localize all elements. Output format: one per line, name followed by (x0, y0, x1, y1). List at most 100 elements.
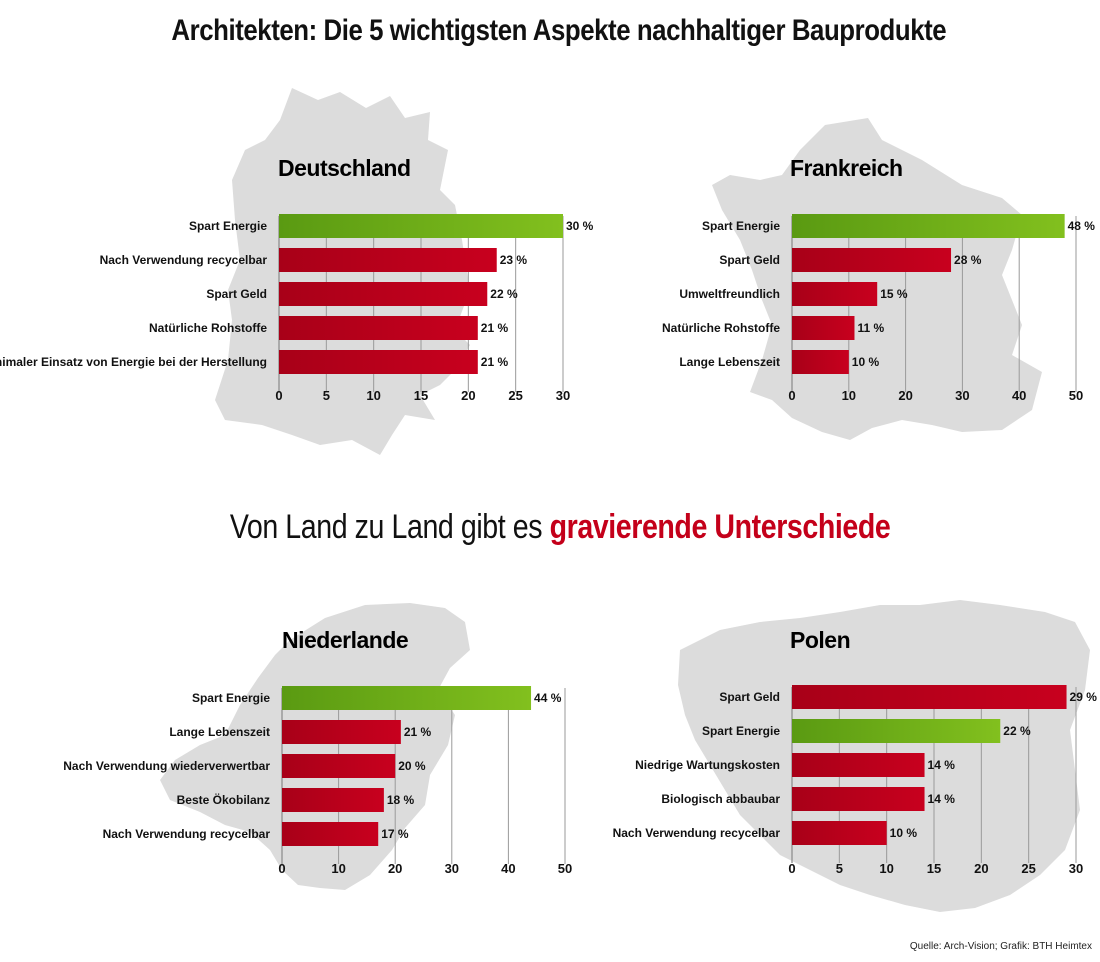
bar-niederlande-5 (282, 822, 379, 846)
bar-polen-3 (792, 753, 925, 777)
tick-label: 0 (275, 388, 282, 403)
tick-label: 50 (558, 861, 572, 876)
tick-label: 30 (1069, 861, 1083, 876)
value-label: 18 % (387, 793, 415, 807)
category-label: Spart Geld (719, 253, 780, 267)
value-label: 20 % (398, 759, 426, 773)
panel-title-niederlande: Niederlande (282, 627, 408, 653)
bar-niederlande-1 (282, 686, 532, 710)
tick-label: 0 (788, 388, 795, 403)
value-label: 23 % (500, 253, 528, 267)
tick-label: 15 (414, 388, 428, 403)
category-label: Biologisch abbaubar (661, 792, 780, 806)
category-label: Minimaler Einsatz von Energie bei der He… (0, 355, 267, 369)
value-label: 14 % (928, 792, 956, 806)
panel-title-polen: Polen (790, 627, 850, 653)
map-netherlands-shape (160, 603, 470, 890)
value-label: 44 % (534, 691, 562, 705)
tick-label: 5 (323, 388, 330, 403)
bar-deutschland-4 (279, 316, 478, 340)
bar-polen-5 (792, 821, 887, 845)
tick-label: 20 (388, 861, 402, 876)
tick-label: 20 (461, 388, 475, 403)
bar-deutschland-2 (279, 248, 497, 272)
tick-label: 25 (1021, 861, 1035, 876)
value-label: 10 % (852, 355, 880, 369)
category-label: Nach Verwendung recycelbar (100, 253, 268, 267)
tick-label: 30 (955, 388, 969, 403)
category-label: Niedrige Wartungskosten (635, 758, 780, 772)
category-label: Spart Energie (702, 724, 780, 738)
value-label: 29 % (1070, 690, 1098, 704)
tick-label: 30 (556, 388, 570, 403)
value-label: 21 % (404, 725, 432, 739)
bar-deutschland-1 (279, 214, 563, 238)
value-label: 48 % (1068, 219, 1096, 233)
source-note: Quelle: Arch-Vision; Grafik: BTH Heimtex (909, 941, 1092, 952)
tick-label: 40 (501, 861, 515, 876)
bar-niederlande-3 (282, 754, 396, 778)
category-label: Spart Geld (206, 287, 267, 301)
value-label: 21 % (481, 321, 509, 335)
bar-niederlande-4 (282, 788, 384, 812)
tick-label: 10 (842, 388, 856, 403)
tick-label: 0 (788, 861, 795, 876)
category-label: Nach Verwendung recycelbar (103, 827, 271, 841)
tick-label: 50 (1069, 388, 1083, 403)
value-label: 15 % (880, 287, 908, 301)
tick-label: 20 (974, 861, 988, 876)
tick-label: 10 (331, 861, 345, 876)
tick-label: 25 (508, 388, 522, 403)
tick-label: 20 (898, 388, 912, 403)
bar-frankreich-3 (792, 282, 878, 306)
category-label: Umweltfreundlich (679, 287, 780, 301)
tick-label: 15 (927, 861, 941, 876)
value-label: 10 % (890, 826, 918, 840)
subtitle: Von Land zu Land gibt es gravierende Unt… (98, 508, 1022, 547)
bar-frankreich-2 (792, 248, 952, 272)
tick-label: 5 (836, 861, 843, 876)
value-label: 21 % (481, 355, 509, 369)
category-label: Lange Lebenszeit (679, 355, 780, 369)
value-label: 28 % (954, 253, 982, 267)
value-label: 22 % (490, 287, 518, 301)
panel-title-frankreich: Frankreich (790, 155, 903, 181)
bar-polen-2 (792, 719, 1001, 743)
value-label: 22 % (1003, 724, 1031, 738)
bar-deutschland-5 (279, 350, 478, 374)
category-label: Nach Verwendung wiederverwertbar (63, 759, 270, 773)
value-label: 11 % (857, 321, 884, 335)
value-label: 17 % (381, 827, 409, 841)
category-label: Spart Energie (192, 691, 270, 705)
tick-label: 10 (366, 388, 380, 403)
category-label: Natürliche Rohstoffe (662, 321, 780, 335)
bar-frankreich-1 (792, 214, 1065, 238)
category-label: Spart Geld (719, 690, 780, 704)
subtitle-highlight: gravierende Unterschiede (549, 508, 891, 546)
bar-polen-4 (792, 787, 925, 811)
bar-frankreich-5 (792, 350, 849, 374)
tick-label: 40 (1012, 388, 1026, 403)
bar-frankreich-4 (792, 316, 855, 340)
category-label: Spart Energie (702, 219, 780, 233)
category-label: Lange Lebenszeit (169, 725, 270, 739)
tick-label: 30 (445, 861, 459, 876)
subtitle-normal: Von Land zu Land gibt es (229, 508, 550, 546)
tick-label: 0 (278, 861, 285, 876)
tick-label: 10 (879, 861, 893, 876)
category-label: Natürliche Rohstoffe (149, 321, 267, 335)
value-label: 14 % (928, 758, 956, 772)
bar-deutschland-3 (279, 282, 488, 306)
infographic-title: Architekten: Die 5 wichtigsten Aspekte n… (171, 14, 947, 47)
bar-niederlande-2 (282, 720, 401, 744)
panel-title-deutschland: Deutschland (278, 155, 411, 181)
category-label: Beste Ökobilanz (177, 792, 270, 807)
category-label: Spart Energie (189, 219, 267, 233)
bar-polen-1 (792, 685, 1067, 709)
value-label: 30 % (566, 219, 594, 233)
category-label: Nach Verwendung recycelbar (613, 826, 781, 840)
